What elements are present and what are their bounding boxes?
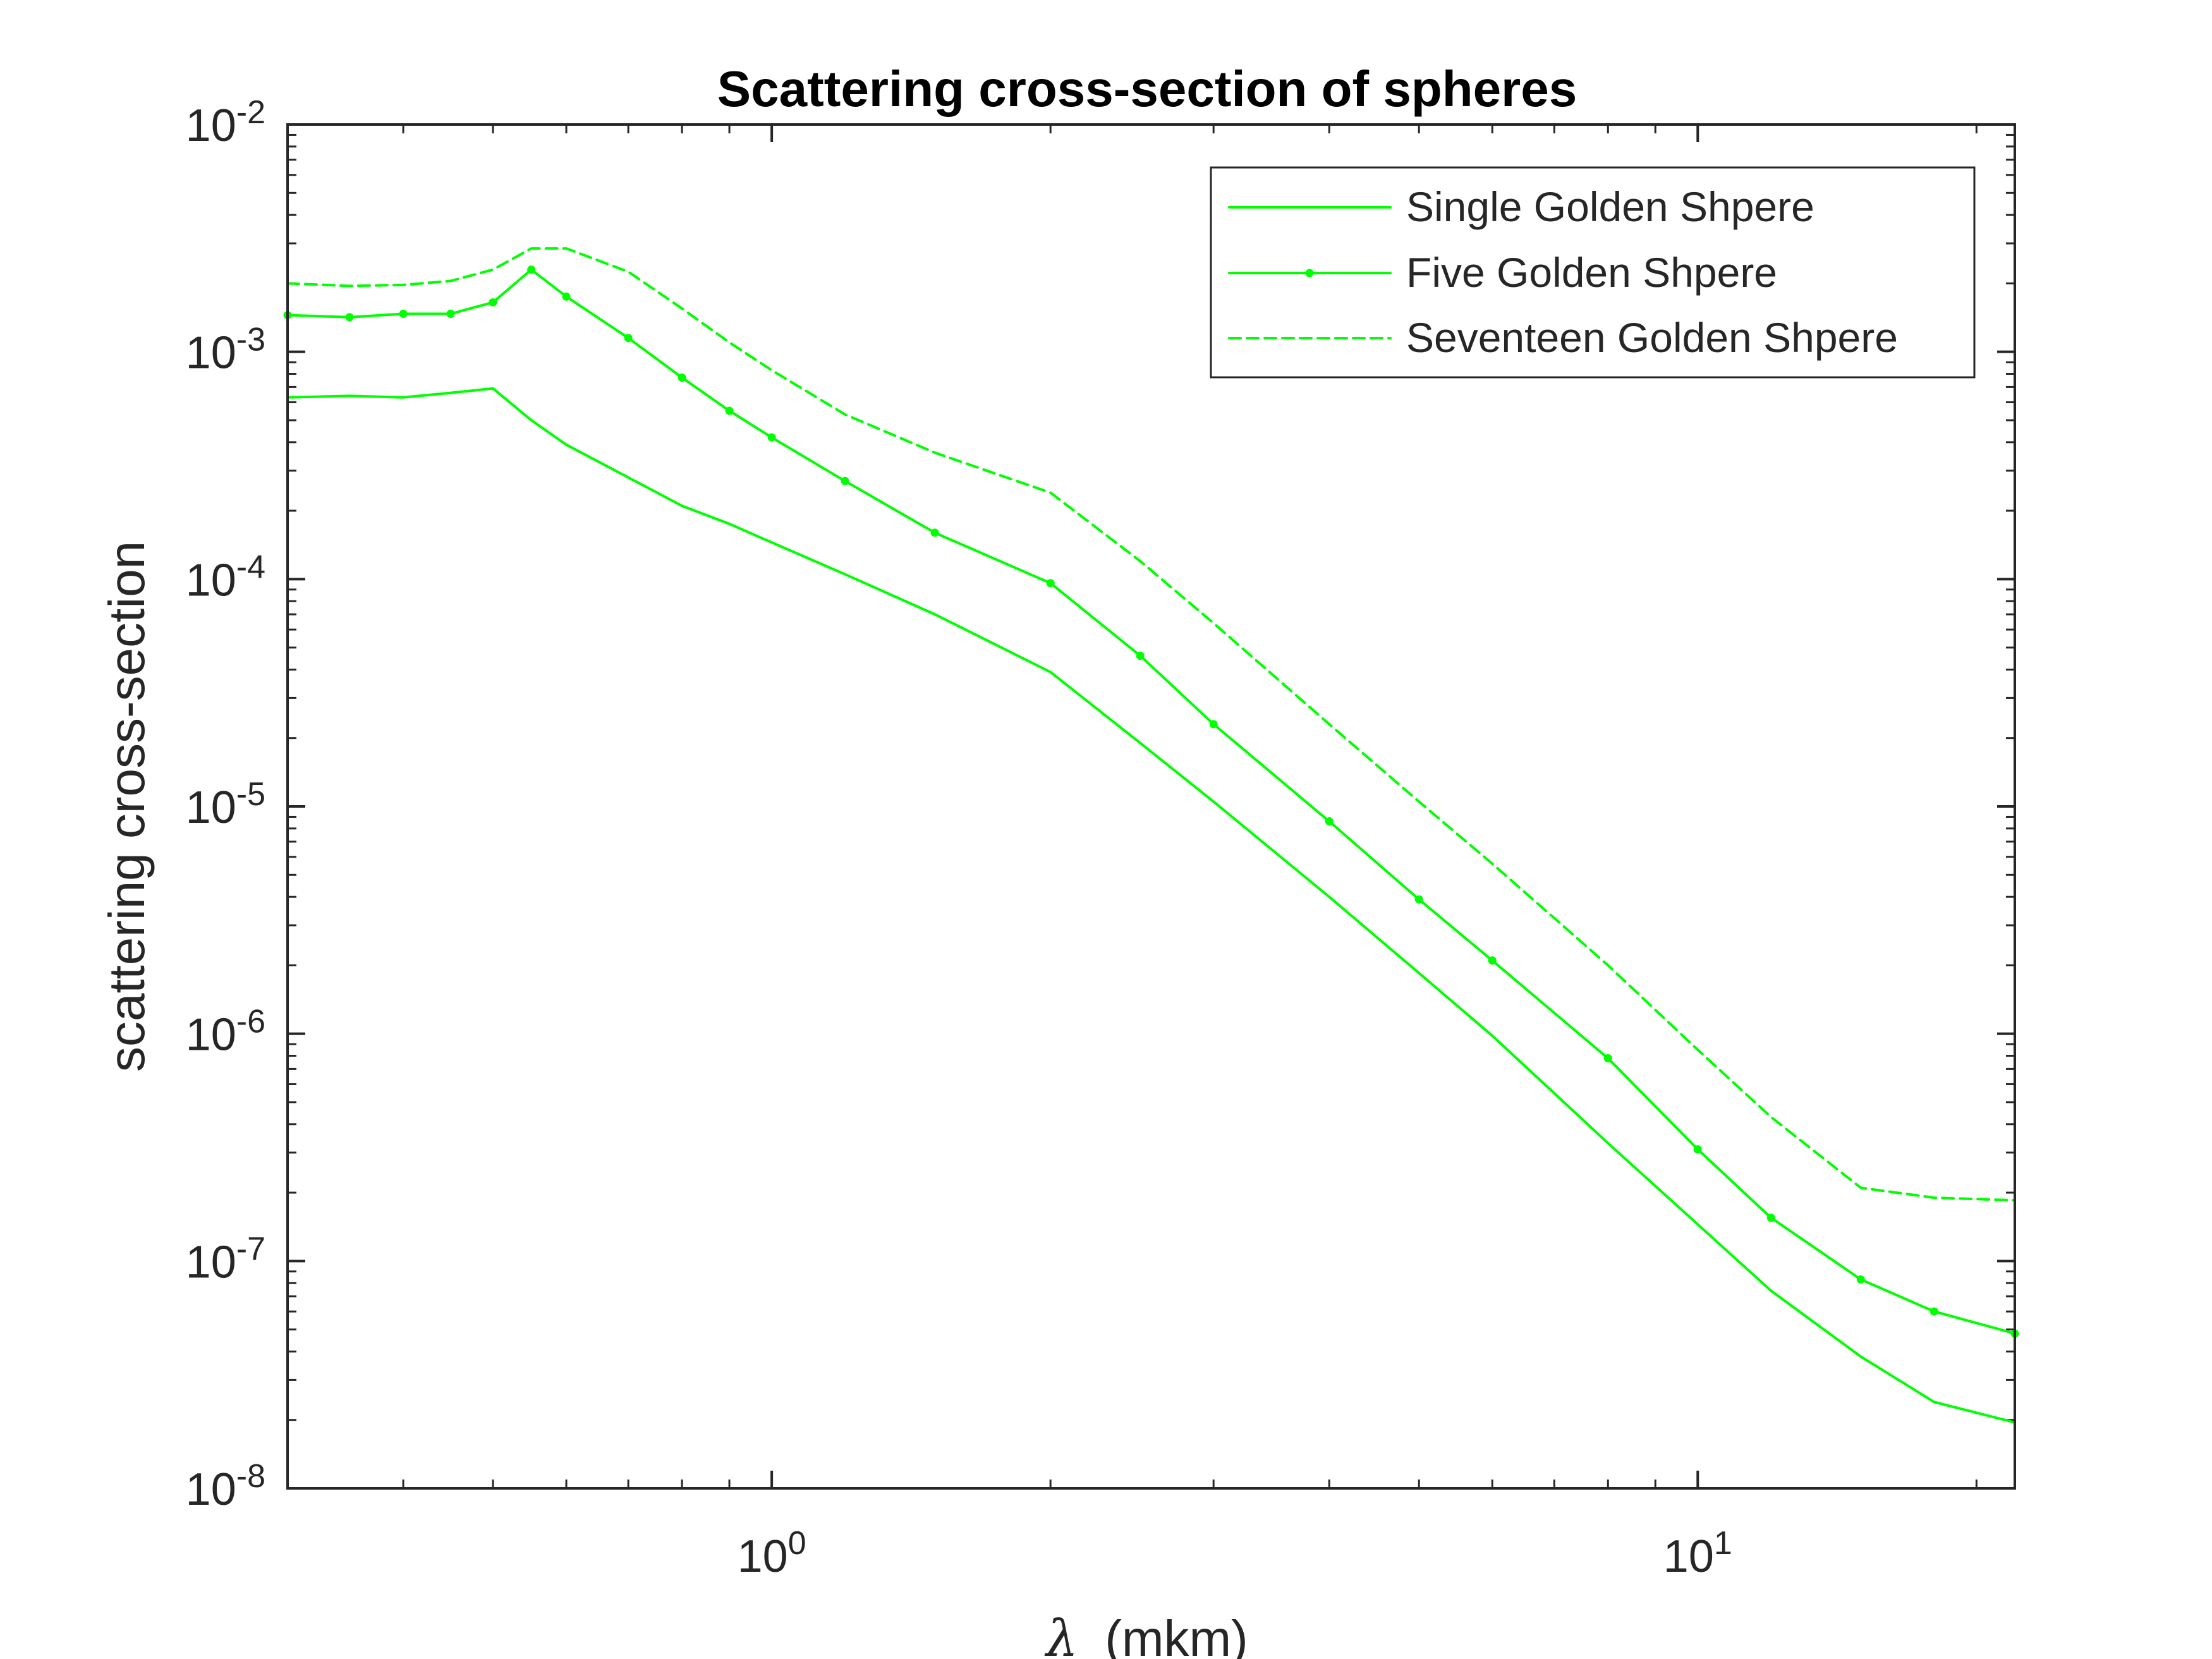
x-axis-label-unit: (mkm) [1105,1610,1248,1659]
y-tick-label-exponent: -5 [236,776,265,813]
series-point-five-golden-shpere [1136,652,1145,660]
series-point-five-golden-shpere [624,334,633,343]
y-tick-label: 10-2 [186,94,265,151]
series-point-five-golden-shpere [1929,1307,1938,1316]
y-tick-label-exponent: -2 [236,94,265,131]
series-point-five-golden-shpere [489,298,497,307]
series-point-five-golden-shpere [1414,895,1423,904]
series-point-five-golden-shpere [930,528,939,537]
minor-ticks [286,125,2015,1488]
y-tick-label-exponent: -4 [236,549,265,585]
series-point-five-golden-shpere [1856,1275,1865,1284]
x-tick-label-exponent: 1 [1714,1525,1732,1562]
x-axis-ticks: 100 101 [738,125,1732,1582]
legend-label-five-golden-shpere: Five Golden Shpere [1406,249,1777,296]
y-tick-label-exponent: -3 [236,322,265,358]
series-point-five-golden-shpere [1046,579,1055,588]
y-tick-label-base: 10 [186,100,236,151]
x-tick-label-base: 10 [1663,1531,1714,1582]
y-tick-label-base: 10 [186,1464,236,1515]
y-tick-label: 10-4 [186,549,265,605]
series-point-five-golden-shpere [1488,956,1497,965]
series-point-five-golden-shpere [1693,1145,1702,1154]
series-point-five-golden-shpere [1603,1054,1612,1062]
series-point-five-golden-shpere [1209,720,1218,729]
legend-box [1210,166,1976,379]
y-tick-label: 10-8 [186,1458,265,1515]
x-tick-label: 101 [1663,1525,1732,1582]
y-tick-label-base: 10 [186,1237,236,1287]
series-point-five-golden-shpere [1766,1213,1775,1222]
legend-label-single-golden-shpere: Single Golden Shpere [1406,183,1814,230]
series-point-five-golden-shpere [767,433,776,442]
series-point-five-golden-shpere [678,373,686,382]
series-line-seventeen-golden-shpere [286,247,2016,1202]
series-point-five-golden-shpere [345,313,354,322]
x-tick-label-base: 10 [738,1531,788,1582]
series-line-single-golden-shpere [286,387,2016,1424]
y-tick-label: 10-5 [186,776,265,833]
series-point-five-golden-shpere [562,292,571,301]
x-tick-label-exponent: 0 [788,1525,806,1562]
series-point-five-golden-shpere [446,309,455,318]
y-axis-label: scattering cross-section [99,541,155,1072]
y-tick-label-exponent: -7 [236,1231,265,1267]
legend: Single Golden Shpere Five Golden Shpere Se… [1210,166,1976,379]
legend-marker-five-golden-shpere [1305,269,1314,277]
y-tick-label: 10-6 [186,1004,265,1060]
y-tick-label-base: 10 [186,782,236,833]
y-tick-label-exponent: -6 [236,1004,265,1040]
series-point-five-golden-shpere [841,477,849,485]
legend-label-seventeen-golden-shpere: Seventeen Golden Shpere [1406,314,1898,361]
x-axis-label-symbol: λ [1044,1609,1078,1659]
y-tick-label: 10-7 [186,1231,265,1287]
series-point-five-golden-shpere [725,406,734,415]
y-tick-label-base: 10 [186,1010,236,1060]
x-tick-label: 100 [738,1525,806,1582]
series-point-five-golden-shpere [527,265,536,274]
chart-title: Scattering cross-section of spheres [717,61,1577,117]
x-axis-label: λ (mkm) [1044,1609,1248,1659]
series-point-five-golden-shpere [399,309,408,318]
y-tick-label-base: 10 [186,328,236,379]
series-point-five-golden-shpere [1325,817,1334,826]
y-tick-label-exponent: -8 [236,1458,265,1495]
y-tick-label: 10-3 [186,322,265,379]
y-axis-ticks: 10-810-710-610-510-410-310-2 [186,94,2015,1515]
series-layer [283,247,2019,1424]
y-tick-label-base: 10 [186,555,236,605]
